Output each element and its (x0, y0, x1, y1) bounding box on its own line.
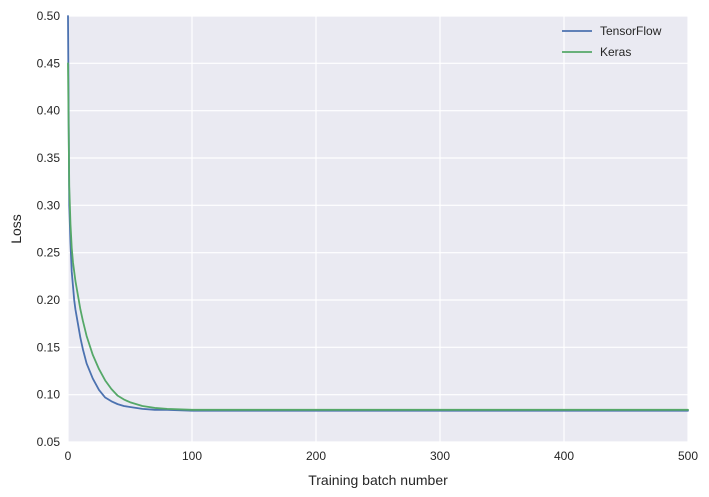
plot-background (68, 16, 688, 442)
y-tick-label: 0.40 (37, 104, 61, 118)
x-tick-label: 200 (306, 449, 326, 463)
y-axis-label: Loss (8, 214, 24, 244)
series-layer (67, 15, 689, 412)
gridlines (67, 15, 689, 443)
x-tick-label: 100 (182, 449, 202, 463)
x-tick-label: 0 (65, 449, 72, 463)
x-tick-label: 400 (554, 449, 574, 463)
y-tick-label: 0.25 (37, 246, 61, 260)
y-tick-labels: 0.05 0.10 0.15 0.20 0.25 0.30 0.35 0.40 0.45 0.50 (37, 9, 61, 449)
series-line-tensorflow (67, 15, 689, 412)
y-tick-label: 0.30 (37, 198, 61, 212)
y-tick-label: 0.15 (37, 340, 61, 354)
y-tick-label: 0.50 (37, 9, 61, 23)
legend-label-keras: Keras (600, 45, 631, 59)
y-tick-label: 0.10 (37, 388, 61, 402)
y-tick-label: 0.05 (37, 435, 61, 449)
x-axis-label: Training batch number (308, 472, 448, 488)
x-tick-label: 300 (430, 449, 450, 463)
legend: TensorFlow Keras (562, 24, 662, 59)
series-line-keras (67, 62, 689, 411)
x-tick-label: 500 (678, 449, 698, 463)
y-tick-label: 0.35 (37, 151, 61, 165)
y-tick-label: 0.45 (37, 56, 61, 70)
legend-label-tensorflow: TensorFlow (600, 24, 662, 38)
x-tick-labels: 0 100 200 300 400 500 (65, 449, 699, 463)
y-tick-label: 0.20 (37, 293, 61, 307)
